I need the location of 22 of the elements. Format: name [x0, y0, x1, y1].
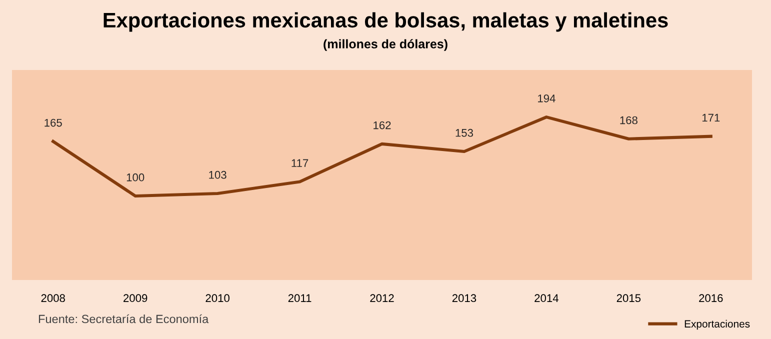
x-tick-label: 2015 — [616, 294, 641, 302]
source-note: Fuente: Secretaría de Economía — [38, 314, 209, 324]
data-label: 168 — [620, 116, 638, 124]
x-tick-label: 2009 — [124, 294, 148, 302]
legend-label: Exportaciones — [684, 320, 750, 330]
data-label: 162 — [374, 121, 391, 130]
x-tick-label: 2013 — [452, 294, 476, 302]
x-tick-label: 2016 — [699, 294, 723, 302]
data-label: 194 — [538, 94, 556, 102]
data-label: 103 — [209, 170, 226, 179]
x-tick-label: 2011 — [288, 294, 312, 302]
x-tick-label: 2008 — [41, 294, 65, 302]
x-tick-label: 2012 — [370, 294, 394, 302]
x-tick-label: 2010 — [206, 294, 230, 302]
data-label: 165 — [44, 118, 62, 127]
chart-subtitle: (millones de dólares) — [324, 39, 448, 51]
data-label: 171 — [702, 114, 720, 122]
data-label: 117 — [292, 159, 308, 167]
data-label: 153 — [456, 128, 474, 137]
x-tick-label: 2014 — [534, 294, 558, 302]
data-label: 100 — [126, 173, 144, 182]
chart-title: Exportaciones mexicanas de bolsas, maletas y maletines — [104, 12, 668, 32]
